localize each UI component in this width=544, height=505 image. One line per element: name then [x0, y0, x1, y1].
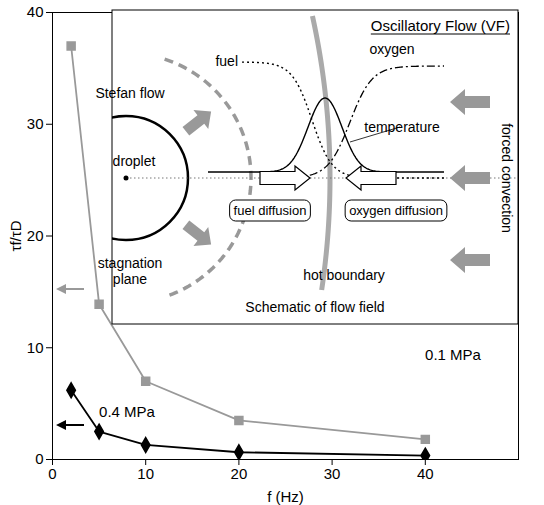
svg-text:0: 0	[48, 465, 56, 482]
svg-text:20: 20	[231, 465, 248, 482]
svg-text:20: 20	[27, 227, 44, 244]
svg-text:30: 30	[27, 115, 44, 132]
svg-text:40: 40	[27, 3, 44, 20]
svg-text:Oscillatory Flow (VF): Oscillatory Flow (VF)	[371, 17, 510, 34]
svg-text:temperature: temperature	[364, 119, 440, 135]
svg-text:10: 10	[27, 339, 44, 356]
svg-text:30: 30	[324, 465, 341, 482]
svg-text:Stefan flow: Stefan flow	[95, 85, 165, 101]
svg-text:0.1 MPa: 0.1 MPa	[425, 346, 482, 363]
svg-text:0: 0	[35, 450, 43, 467]
svg-text:fuel: fuel	[215, 53, 238, 69]
svg-text:stagnationplane: stagnationplane	[98, 255, 163, 287]
svg-text:oxygen diffusion: oxygen diffusion	[349, 203, 443, 218]
svg-text:0.4 MPa: 0.4 MPa	[99, 403, 156, 420]
svg-text:droplet: droplet	[113, 153, 156, 169]
svg-text:10: 10	[137, 465, 154, 482]
svg-text:τf/τD: τf/τD	[7, 220, 24, 251]
svg-text:Schematic of flow field: Schematic of flow field	[245, 299, 384, 315]
svg-text:fuel diffusion: fuel diffusion	[234, 203, 307, 218]
svg-text:oxygen: oxygen	[369, 41, 414, 57]
svg-text:hot boundary: hot boundary	[303, 267, 385, 283]
svg-text:f (Hz): f (Hz)	[267, 488, 304, 505]
svg-text:forced convection: forced convection	[499, 123, 515, 233]
svg-text:40: 40	[417, 465, 434, 482]
